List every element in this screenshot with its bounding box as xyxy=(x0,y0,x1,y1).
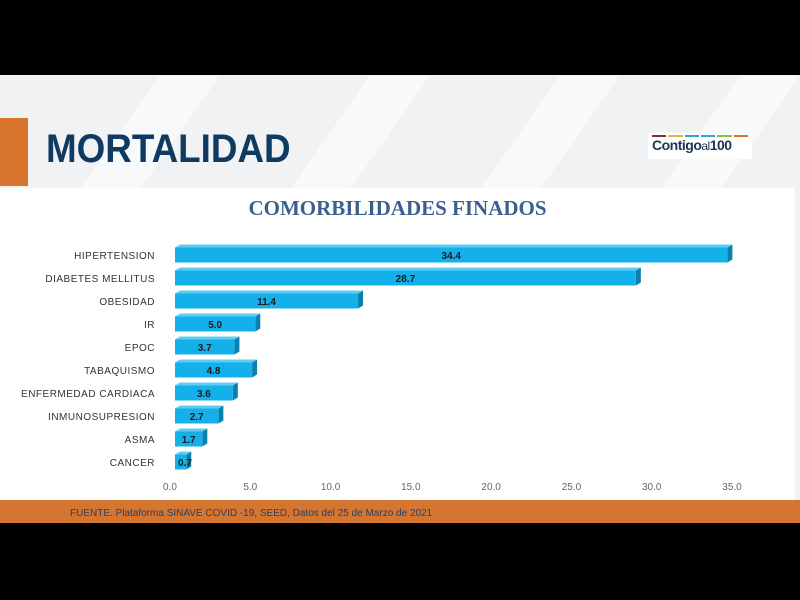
bar-side xyxy=(218,405,224,424)
bar xyxy=(175,362,253,378)
category-label: ENFERMEDAD CARDIACA xyxy=(21,389,155,400)
bar-top xyxy=(175,267,641,271)
x-tick-label: 5.0 xyxy=(243,482,257,493)
category-label: INMUNOSUPRESION xyxy=(48,412,155,423)
x-tick-label: 35.0 xyxy=(722,482,742,493)
footer-bar: FUENTE. Plataforma SINAVE COVID -19, SEE… xyxy=(0,500,800,523)
x-tick-label: 20.0 xyxy=(481,482,501,493)
data-label: 3.7 xyxy=(198,343,212,354)
bar-side xyxy=(255,313,261,332)
bar-top xyxy=(175,451,192,455)
bar-top xyxy=(175,244,733,248)
category-label: CANCER xyxy=(110,458,155,469)
bar xyxy=(175,293,359,309)
bar-top xyxy=(175,359,258,363)
category-label: DIABETES MELLITUS xyxy=(45,274,155,285)
page-title: MORTALIDAD xyxy=(46,127,291,171)
x-tick-label: 30.0 xyxy=(642,482,662,493)
bar xyxy=(175,408,219,424)
data-label: 3.6 xyxy=(197,389,211,400)
bar-top xyxy=(175,313,261,317)
bar-top xyxy=(175,290,364,294)
x-tick-label: 0.0 xyxy=(163,482,177,493)
x-tick-label: 15.0 xyxy=(401,482,421,493)
bar xyxy=(175,431,203,447)
chart-title: COMORBILIDADES FINADOS xyxy=(248,196,547,220)
category-label: OBESIDAD xyxy=(99,297,155,308)
data-label: 2.7 xyxy=(190,412,204,423)
category-label: HIPERTENSION xyxy=(74,251,155,262)
bar-side xyxy=(635,267,641,286)
bar-side xyxy=(232,382,238,401)
data-label: 1.7 xyxy=(182,435,196,446)
bar-side xyxy=(727,244,733,263)
bar-top xyxy=(175,382,238,386)
bar-top xyxy=(175,336,240,340)
x-tick-label: 10.0 xyxy=(321,482,341,493)
chart-panel: COMORBILIDADES FINADOS xyxy=(0,188,795,500)
category-label: ASMA xyxy=(125,435,155,446)
bar xyxy=(175,385,233,401)
accent-block xyxy=(0,118,28,186)
data-label: 0.7 xyxy=(178,458,192,469)
bar-chart: HIPERTENSION 34.4 DIABETES MELLITUS 28.7 OBE… xyxy=(21,244,742,493)
bar-side xyxy=(234,336,240,355)
category-label: EPOC xyxy=(125,343,155,354)
slide: MORTALIDAD Contigoal100 COMORBILIDADES F… xyxy=(0,75,800,523)
bar xyxy=(175,316,256,332)
source-note: FUENTE. Plataforma SINAVE COVID -19, SEE… xyxy=(70,508,433,519)
bar xyxy=(175,339,235,355)
bar-side xyxy=(186,451,192,470)
bar-side xyxy=(358,290,364,309)
bar xyxy=(175,454,187,470)
bar xyxy=(175,270,636,286)
data-label: 11.4 xyxy=(257,297,276,308)
bar-top xyxy=(175,405,224,409)
bar-side xyxy=(252,359,258,378)
category-label: TABAQUISMO xyxy=(84,366,155,377)
bar xyxy=(175,247,728,263)
data-label: 28.7 xyxy=(396,274,416,285)
data-label: 34.4 xyxy=(441,251,461,262)
category-label: IR xyxy=(144,320,155,331)
data-label: 5.0 xyxy=(208,320,222,331)
logo: Contigoal100 xyxy=(648,133,752,159)
x-tick-label: 25.0 xyxy=(562,482,582,493)
bar-side xyxy=(202,428,208,447)
bar-top xyxy=(175,428,208,432)
data-label: 4.8 xyxy=(207,366,221,377)
